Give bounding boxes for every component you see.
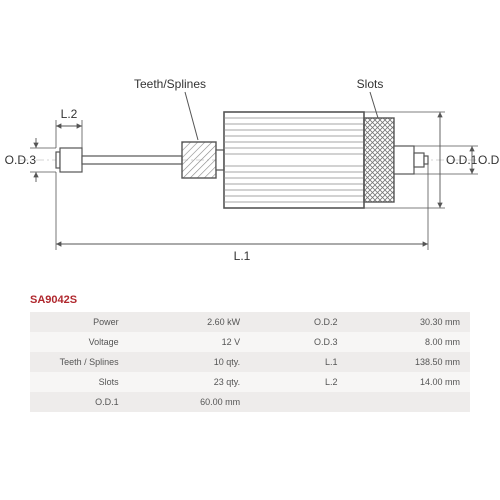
spec-label: O.D.2 bbox=[250, 312, 347, 332]
diagram-label-l1: L.1 bbox=[234, 249, 251, 263]
technical-diagram: Teeth/Splines Slots L.2 O.D.3 L.1 O.D.1 bbox=[0, 0, 500, 290]
spec-label: O.D.3 bbox=[250, 332, 347, 352]
spec-label: Teeth / Splines bbox=[30, 352, 129, 372]
spec-value: 60.00 mm bbox=[129, 392, 251, 412]
spec-value bbox=[348, 392, 470, 412]
spec-value: 2.60 kW bbox=[129, 312, 251, 332]
spec-value: 14.00 mm bbox=[348, 372, 470, 392]
spec-label: Slots bbox=[30, 372, 129, 392]
table-row: Slots23 qty.L.214.00 mm bbox=[30, 372, 470, 392]
part-number: SA9042S bbox=[0, 294, 500, 306]
diagram-label-slots: Slots bbox=[357, 77, 384, 91]
diagram-label-od1: O.D.1 bbox=[446, 153, 478, 167]
spec-label: Power bbox=[30, 312, 129, 332]
spec-value: 138.50 mm bbox=[348, 352, 470, 372]
spec-label: O.D.1 bbox=[30, 392, 129, 412]
spec-value: 23 qty. bbox=[129, 372, 251, 392]
spec-label bbox=[250, 392, 347, 412]
spec-value: 10 qty. bbox=[129, 352, 251, 372]
diagram-label-od2: O.D.2 bbox=[478, 153, 500, 167]
spec-value: 30.30 mm bbox=[348, 312, 470, 332]
diagram-label-od3: O.D.3 bbox=[5, 153, 37, 167]
spec-value: 8.00 mm bbox=[348, 332, 470, 352]
spec-label: L.1 bbox=[250, 352, 347, 372]
table-row: Power2.60 kWO.D.230.30 mm bbox=[30, 312, 470, 332]
spec-label: Voltage bbox=[30, 332, 129, 352]
spec-label: L.2 bbox=[250, 372, 347, 392]
diagram-label-l2: L.2 bbox=[61, 107, 78, 121]
table-row: O.D.160.00 mm bbox=[30, 392, 470, 412]
spec-value: 12 V bbox=[129, 332, 251, 352]
diagram-label-teeth: Teeth/Splines bbox=[134, 77, 206, 91]
table-row: Voltage12 VO.D.38.00 mm bbox=[30, 332, 470, 352]
spec-table: Power2.60 kWO.D.230.30 mmVoltage12 VO.D.… bbox=[30, 312, 470, 412]
table-row: Teeth / Splines10 qty.L.1138.50 mm bbox=[30, 352, 470, 372]
